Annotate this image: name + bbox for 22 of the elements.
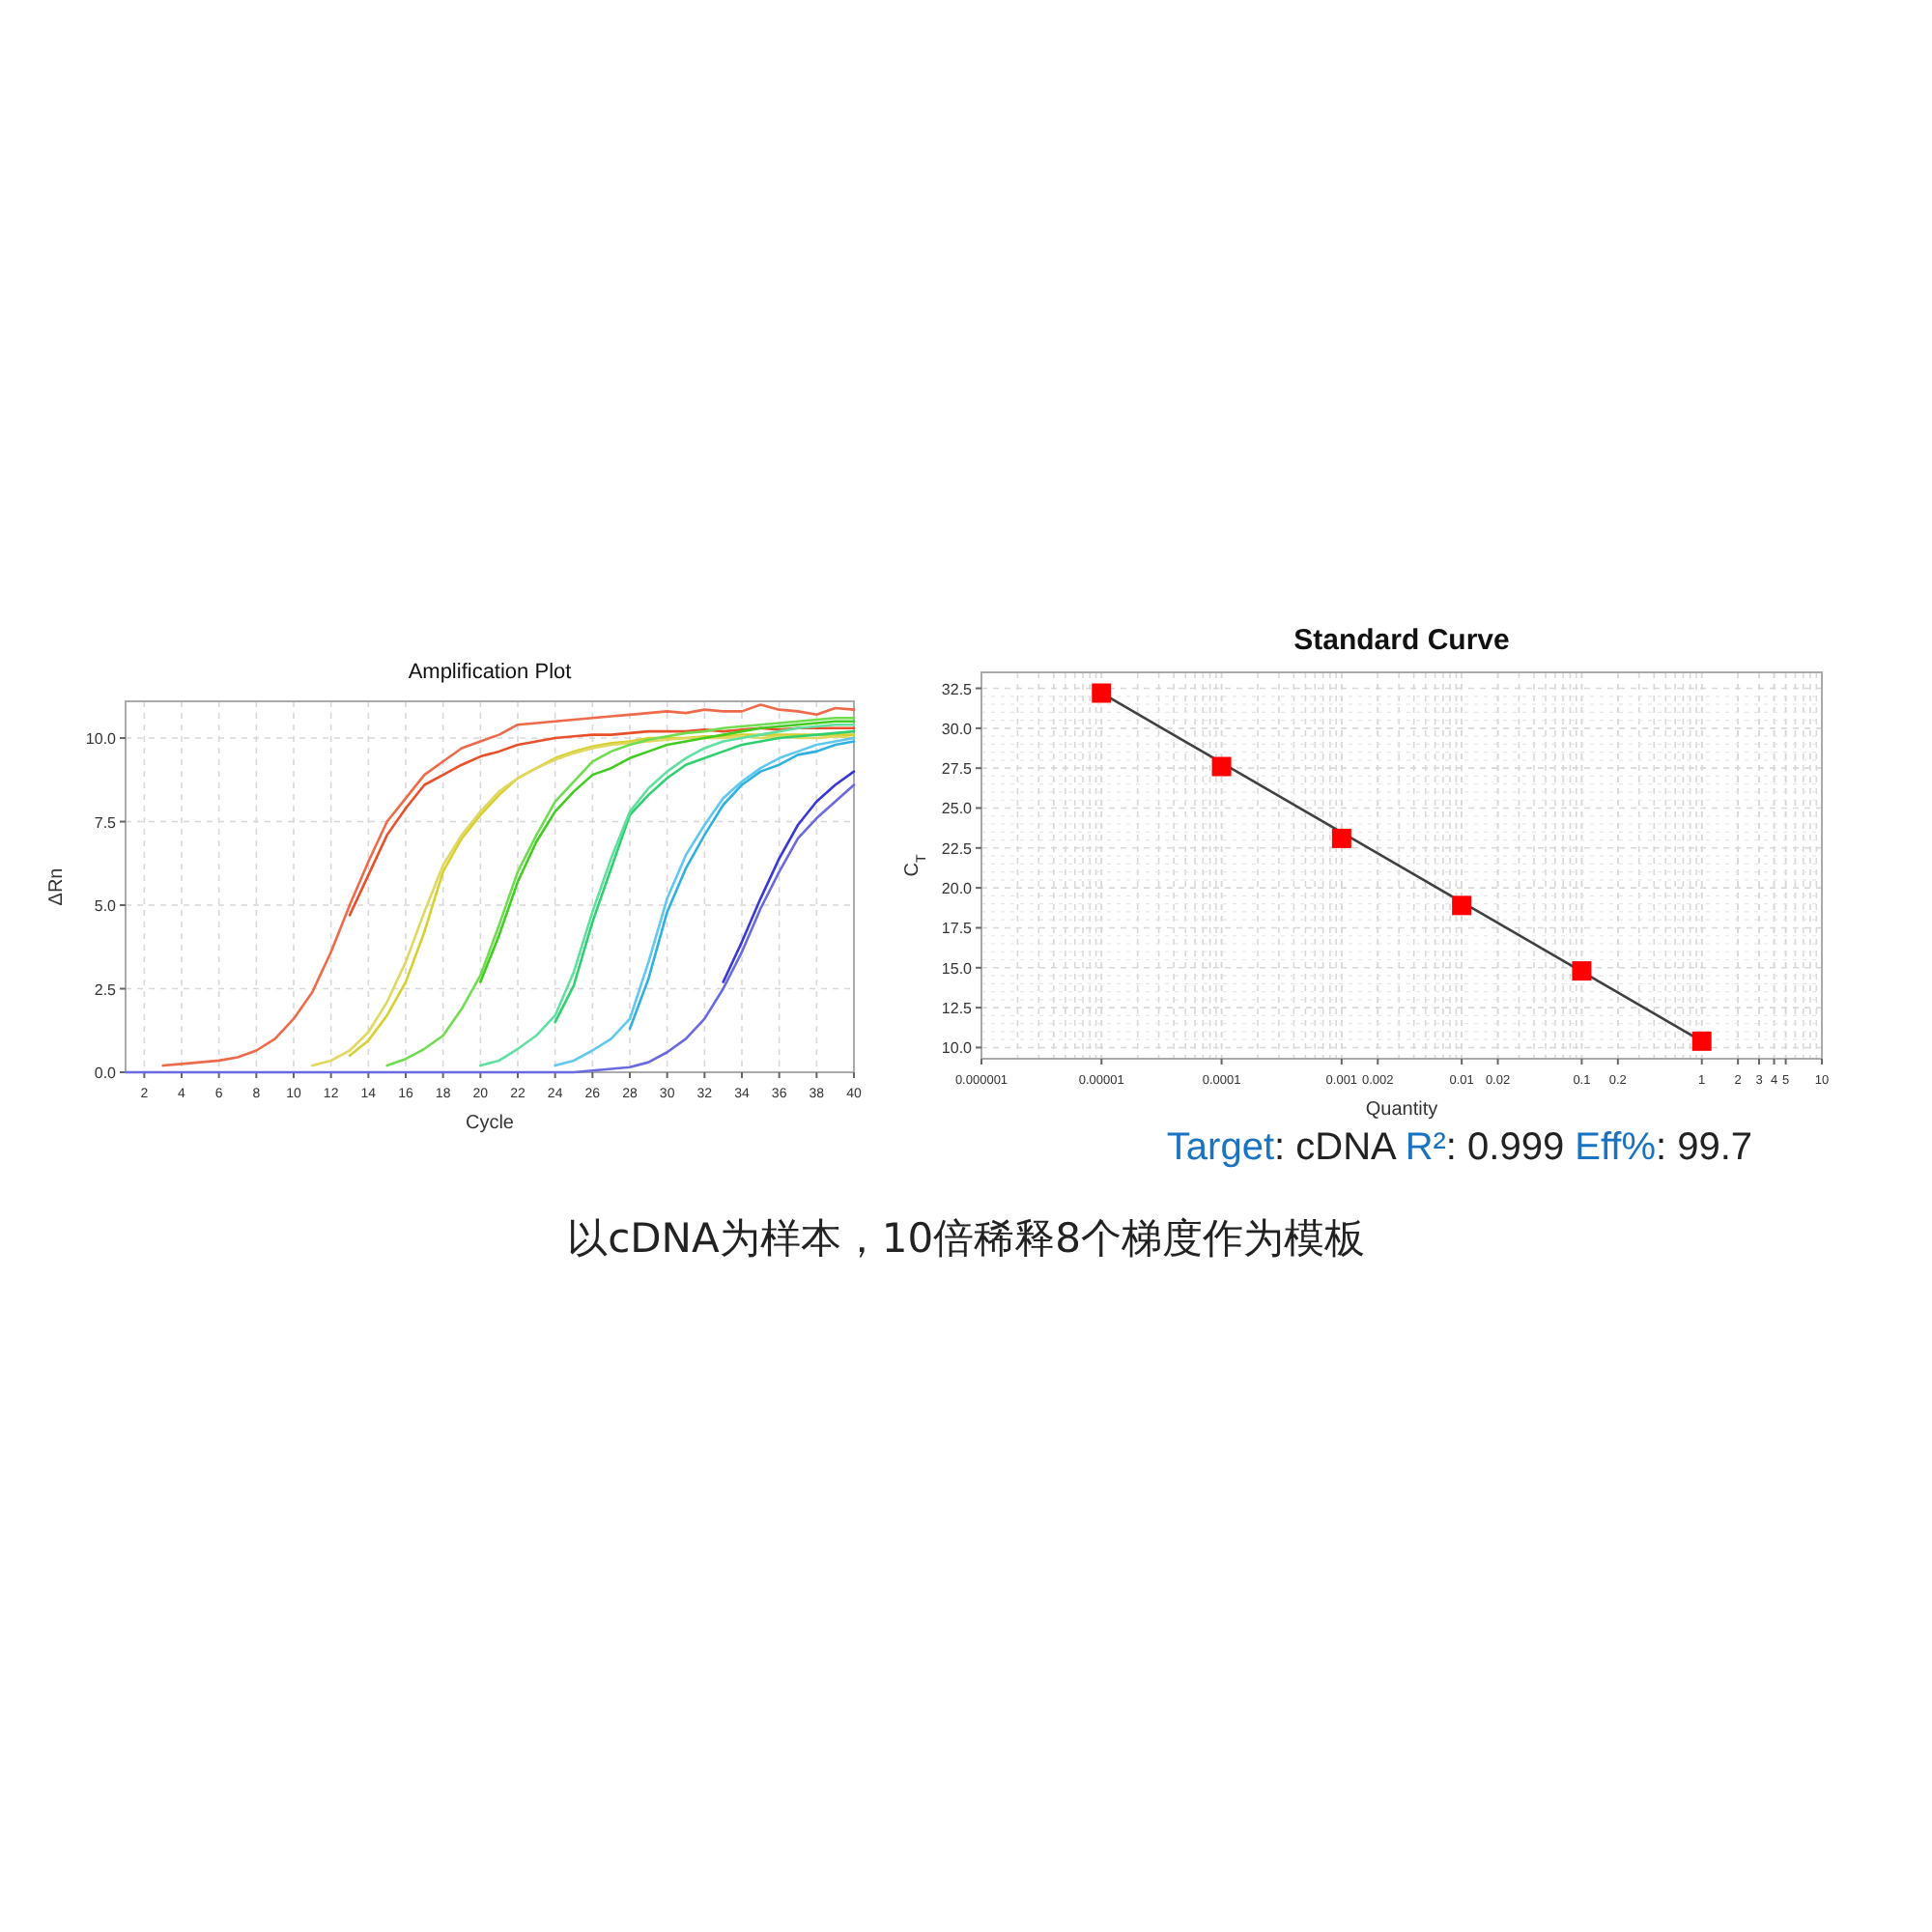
y-axis-title: ΔRn	[46, 867, 68, 906]
y-tick-label: 15.0	[941, 959, 974, 978]
chart-title: Amplification Plot	[408, 661, 572, 684]
y-tick-label: 10.0	[941, 1039, 974, 1058]
chart-title: Standard Curve	[1293, 624, 1510, 657]
y-tick-label: 7.5	[94, 813, 118, 832]
y-tick-label: 5.0	[94, 897, 118, 916]
y-tick-label: 10.0	[85, 730, 118, 749]
x-axis-title: Quantity	[1365, 1099, 1438, 1121]
text: 以cDNA为样本，10倍稀释8个梯度作为模板	[567, 1215, 1365, 1262]
y-tick-label: 25.0	[941, 800, 974, 818]
y-tick-label: 30.0	[941, 720, 974, 738]
y-tick-label: 12.5	[941, 1000, 974, 1018]
x-axis-title: Cycle	[465, 1113, 515, 1134]
y-tick-label: 22.5	[941, 839, 974, 858]
y-tick-label: 27.5	[941, 760, 974, 779]
y-tick-label: 0.0	[94, 1065, 118, 1082]
y-tick-label: 2.5	[94, 980, 118, 999]
y-tick-label: 20.0	[941, 880, 974, 898]
y-tick-label: 32.5	[941, 680, 974, 698]
text: Target: cDNA R²: 0.999 Eff%: 99.7	[1166, 1126, 1753, 1169]
y-tick-label: 17.5	[941, 920, 974, 938]
